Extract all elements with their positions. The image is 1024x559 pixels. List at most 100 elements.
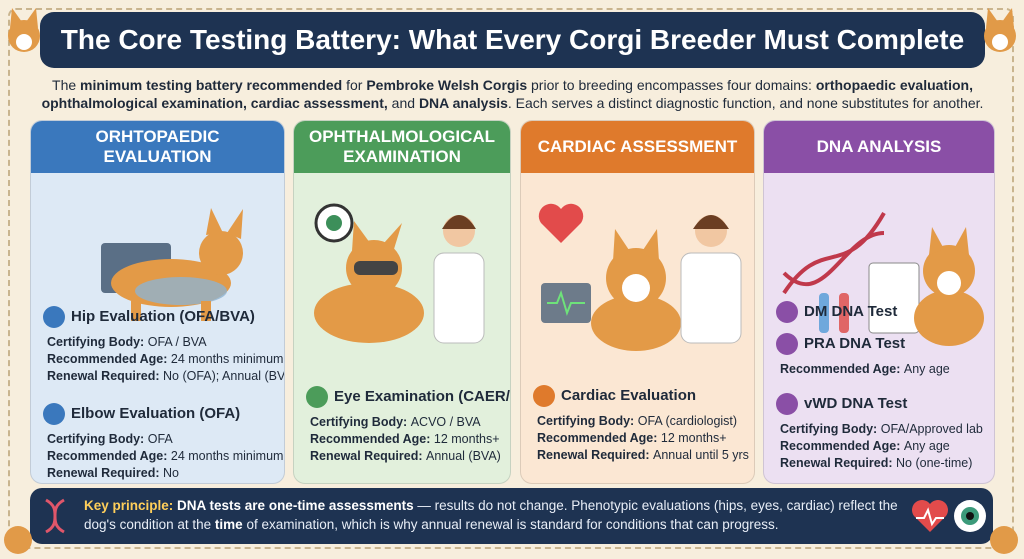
field-label: Recommended Age:	[47, 352, 168, 366]
field-value: OFA/Approved lab	[880, 422, 983, 436]
field-label: Certifying Body:	[537, 414, 635, 428]
intro-part: Pembroke Welsh Corgis	[366, 77, 528, 93]
panel-header-text: DNA ANALYSIS	[816, 137, 942, 156]
field-label: Certifying Body:	[47, 335, 145, 349]
field-value: OFA	[147, 432, 173, 446]
field-value: Any age	[903, 362, 950, 376]
section: PRA DNA Test Recommended Age: Any age	[776, 333, 950, 378]
field-value: No (OFA); Annual (BVA)	[163, 369, 285, 383]
section-title: Eye Examination (CAER/BVA)	[306, 386, 510, 408]
intro: The minimum testing battery recommended …	[40, 76, 985, 112]
field: Recommended Age: 24 months minimum	[47, 351, 284, 368]
panel-header-text: ORHTOPAEDIC EVALUATION	[95, 127, 220, 166]
footer-text: Key principle: DNA tests are one-time as…	[84, 496, 904, 534]
section-icon	[776, 393, 798, 415]
field: Recommended Age: 12 months+	[310, 431, 510, 448]
panel-header: DNA ANALYSIS	[764, 121, 994, 173]
field: Recommended Age: 12 months+	[537, 430, 749, 447]
field-label: Recommended Age:	[537, 431, 658, 445]
section: vWD DNA Test Certifying Body: OFA/Approve…	[776, 393, 983, 472]
field-label: Recommended Age:	[780, 439, 901, 453]
panel-header-text: OPHTHALMOLOGICAL EXAMINATION	[308, 127, 496, 166]
field: Renewal Required: No (OFA); Annual (BVA)	[47, 368, 285, 385]
field-label: Renewal Required:	[47, 369, 160, 383]
section-icon	[306, 386, 328, 408]
field-list: Certifying Body: OFA (cardiologist) Recom…	[533, 413, 749, 464]
field-label: Certifying Body:	[310, 415, 408, 429]
section: Elbow Evaluation (OFA) Certifying Body: O…	[43, 403, 283, 482]
field-label: Recommended Age:	[310, 432, 431, 446]
field-label: Renewal Required:	[310, 449, 423, 463]
illustration	[314, 203, 485, 344]
intro-part: DNA analysis	[418, 95, 508, 111]
section: Eye Examination (CAER/BVA) Certifying Bod…	[306, 386, 510, 465]
field-value: 24 months minimum	[170, 352, 284, 366]
section: Hip Evaluation (OFA/BVA) Certifying Body:…	[43, 306, 285, 385]
intro-part: The	[52, 77, 81, 93]
footer-icons	[912, 500, 986, 532]
section-title-text: Elbow Evaluation (OFA)	[71, 404, 241, 422]
field: Recommended Age: Any age	[780, 361, 950, 378]
illustration	[101, 208, 243, 321]
field: Certifying Body: OFA	[47, 431, 283, 448]
field: Certifying Body: OFA (cardiologist)	[537, 413, 749, 430]
field-list: Certifying Body: OFA / BVA Recommended Ag…	[43, 334, 285, 385]
field-label: Renewal Required:	[780, 456, 893, 470]
field-list: Certifying Body: OFA Recommended Age: 24 …	[43, 431, 283, 482]
field-label: Renewal Required:	[47, 466, 160, 480]
field: Renewal Required: Annual until 5 yrs	[537, 447, 749, 464]
field-label: Certifying Body:	[47, 432, 145, 446]
field-value: Any age	[903, 439, 950, 453]
section-title: Cardiac Evaluation	[533, 385, 749, 407]
illustration	[782, 212, 984, 346]
field-label: Certifying Body:	[780, 422, 878, 436]
illustration	[538, 203, 742, 351]
section-icon	[776, 301, 798, 323]
field-value: Annual (BVA)	[426, 449, 501, 463]
panel: ORHTOPAEDIC EVALUATION Hip Evaluation (OF…	[30, 120, 285, 484]
field-value: 12 months+	[660, 431, 727, 445]
field-value: 24 months minimum	[170, 449, 284, 463]
panel-header: OPHTHALMOLOGICAL EXAMINATION	[294, 121, 510, 173]
field-label: Recommended Age:	[47, 449, 168, 463]
footer-part: DNA tests are one-time assessments	[173, 498, 414, 513]
field-value: Annual until 5 yrs	[653, 448, 749, 462]
field-list: Certifying Body: OFA/Approved lab Recomme…	[776, 421, 983, 472]
field-value: OFA / BVA	[147, 335, 207, 349]
title: The Core Testing Battery: What Every Cor…	[60, 24, 965, 55]
field: Renewal Required: No (one-time)	[780, 455, 983, 472]
footer-part: Key principle:	[84, 498, 174, 513]
intro-part: and	[387, 95, 419, 111]
section-title-text: Hip Evaluation (OFA/BVA)	[71, 307, 255, 325]
field-label: Recommended Age:	[780, 362, 901, 376]
section-title: PRA DNA Test	[776, 333, 950, 355]
section-title: Elbow Evaluation (OFA)	[43, 403, 283, 425]
section-title-text: DM DNA Test	[804, 302, 898, 320]
section: DM DNA Test	[776, 301, 897, 329]
field-list: Certifying Body: ACVO / BVA Recommended A…	[306, 414, 510, 465]
footer-part: time	[214, 517, 243, 532]
dna-icon	[45, 498, 65, 534]
section-icon	[43, 306, 65, 328]
intro-part: for	[342, 77, 367, 93]
panel-header: ORHTOPAEDIC EVALUATION	[31, 121, 284, 173]
section-title: vWD DNA Test	[776, 393, 983, 415]
frame	[8, 8, 1014, 549]
intro-part: minimum testing battery recommended	[80, 77, 343, 93]
title-banner: The Core Testing Battery: What Every Cor…	[40, 12, 985, 68]
section-icon	[776, 333, 798, 355]
field: Certifying Body: OFA/Approved lab	[780, 421, 983, 438]
section-title-text: Cardiac Evaluation	[561, 386, 697, 404]
panel: OPHTHALMOLOGICAL EXAMINATION Eye Examinat…	[293, 120, 511, 484]
panel: DNA ANALYSIS DM DNA Test PRA DNA Test Recom…	[763, 120, 995, 484]
section: Cardiac Evaluation Certifying Body: OFA (…	[533, 385, 749, 464]
field-value: ACVO / BVA	[410, 415, 481, 429]
intro-part: . Each serves a distinct diagnostic func…	[507, 95, 984, 111]
intro-part: prior to breeding encompasses four domai…	[527, 77, 816, 93]
panel-header: CARDIAC ASSESSMENT	[521, 121, 754, 173]
field-label: Renewal Required:	[537, 448, 650, 462]
field: Renewal Required: Annual (BVA)	[310, 448, 510, 465]
field-value: No	[163, 466, 179, 480]
footer-part: of examination, which is why annual rene…	[242, 517, 779, 532]
